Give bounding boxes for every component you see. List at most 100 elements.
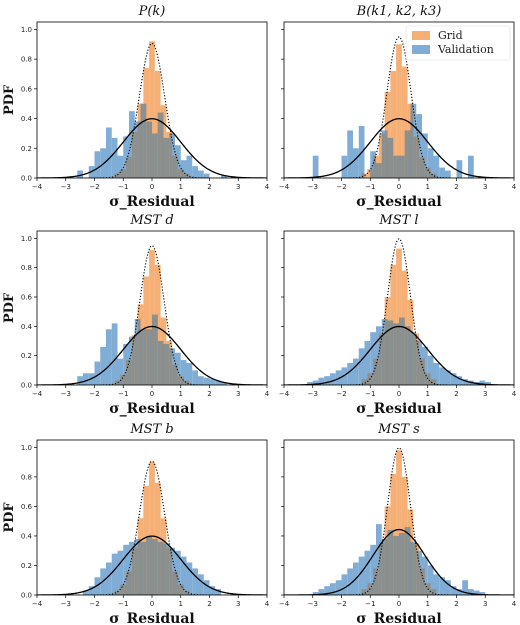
- x-tick-label: 3: [483, 183, 487, 191]
- validation-bar: [364, 341, 371, 385]
- overlap-bar: [364, 379, 368, 385]
- validation-bar: [100, 346, 106, 385]
- overlap-bar: [399, 317, 402, 385]
- overlap-bar: [166, 547, 170, 595]
- validation-bar: [198, 574, 204, 595]
- overlap-bar: [129, 571, 132, 595]
- overlap-bar: [384, 538, 388, 595]
- validation-bar: [192, 370, 198, 385]
- validation-bar: [77, 376, 83, 385]
- overlap-bar: [186, 590, 190, 595]
- overlap-bar: [373, 568, 376, 595]
- overlap-bar: [137, 319, 141, 385]
- x-tick-label: 0: [397, 183, 401, 191]
- overlap-bar: [404, 130, 408, 178]
- y-tick-label: 0.8: [21, 264, 32, 272]
- overlap-bar: [433, 589, 437, 595]
- overlap-bar: [410, 103, 414, 178]
- x-tick-label: 0: [150, 600, 154, 608]
- y-tick-label: 0.4: [21, 323, 33, 331]
- x-tick-label: 4: [512, 600, 517, 608]
- overlap-bar: [120, 169, 124, 178]
- x-tick-label: −3: [308, 600, 318, 608]
- validation-bar: [83, 373, 89, 385]
- validation-bar: [439, 167, 445, 178]
- legend-label-validation: Validation: [437, 43, 494, 56]
- overlap-bar: [424, 167, 428, 178]
- gaussian-fit-line: [284, 528, 514, 595]
- overlap-bar: [114, 380, 118, 385]
- overlap-bar: [157, 112, 161, 178]
- x-tick-label: 4: [265, 390, 270, 398]
- overlap-bar: [175, 571, 178, 595]
- overlap-bar: [393, 155, 397, 178]
- x-tick-label: 0: [150, 183, 154, 191]
- y-tick-label: 0.8: [21, 473, 32, 481]
- validation-bar: [111, 553, 118, 595]
- overlap-bar: [149, 329, 152, 385]
- overlap-bar: [384, 130, 388, 178]
- validation-bar: [215, 380, 221, 385]
- x-tick-label: 2: [454, 183, 458, 191]
- x-axis-label: σ_Residual: [356, 611, 441, 625]
- plot-area: [284, 238, 514, 385]
- overlap-bar: [430, 173, 434, 178]
- validation-bar: [364, 550, 371, 595]
- overlap-bar: [390, 137, 394, 178]
- overlap-bar: [404, 527, 408, 595]
- validation-bar: [445, 170, 451, 178]
- overlap-bar: [390, 320, 394, 385]
- overlap-bar: [378, 333, 382, 385]
- validation-bar: [445, 580, 451, 595]
- overlap-bar: [166, 137, 170, 178]
- overlap-bar: [114, 590, 118, 595]
- overlap-bar: [413, 543, 417, 595]
- subplot-6: −4 −3 −2 −1 0 1 2 3 4 MST s σ_Residual: [279, 422, 517, 625]
- plot-area: [37, 41, 267, 178]
- overlap-bar: [370, 373, 374, 385]
- overlap-bar: [152, 314, 155, 385]
- validation-bar: [347, 363, 353, 385]
- overlap-bar: [376, 568, 379, 595]
- validation-bar: [462, 580, 468, 595]
- x-tick-label: 2: [207, 600, 211, 608]
- overlap-bar: [433, 379, 437, 385]
- x-tick-label: 2: [454, 600, 458, 608]
- x-tick-label: −2: [89, 390, 99, 398]
- overlap-bar: [177, 169, 181, 178]
- overlap-bar: [129, 360, 132, 385]
- x-tick-label: 2: [454, 390, 458, 398]
- validation-bar: [439, 577, 445, 595]
- gaussian-fit-line: [284, 325, 514, 385]
- overlap-bar: [387, 137, 391, 178]
- validation-bar: [180, 360, 187, 385]
- validation-bar: [215, 589, 221, 595]
- validation-bar: [330, 583, 336, 595]
- y-tick-label: 0.4: [21, 532, 33, 540]
- overlap-bar: [126, 571, 129, 595]
- y-tick-label: 0.8: [21, 56, 32, 64]
- overlap-bar: [134, 335, 138, 385]
- overlap-bar: [413, 136, 417, 178]
- validation-bar: [186, 155, 193, 178]
- overlap-bar: [160, 541, 164, 595]
- plot-area: [37, 245, 267, 385]
- x-tick-label: 1: [179, 390, 183, 398]
- validation-bar: [473, 590, 480, 595]
- subplot-title: MST d: [129, 213, 173, 228]
- gaussian-fit-line: [284, 118, 514, 178]
- plot-area: [37, 460, 267, 595]
- x-tick-label: 1: [179, 600, 183, 608]
- validation-bar: [358, 348, 365, 385]
- validation-bar: [330, 373, 336, 385]
- y-tick-label: 1.0: [21, 26, 32, 34]
- y-tick-label: 0.4: [21, 115, 33, 123]
- x-tick-label: 1: [426, 390, 430, 398]
- overlap-bar: [163, 543, 167, 595]
- overlap-bar: [172, 364, 175, 385]
- gaussian-fit-line: [37, 535, 267, 595]
- overlap-bar: [123, 374, 127, 385]
- overlap-bar: [407, 527, 411, 595]
- overlap-bar: [123, 584, 127, 595]
- overlap-bar: [140, 329, 144, 385]
